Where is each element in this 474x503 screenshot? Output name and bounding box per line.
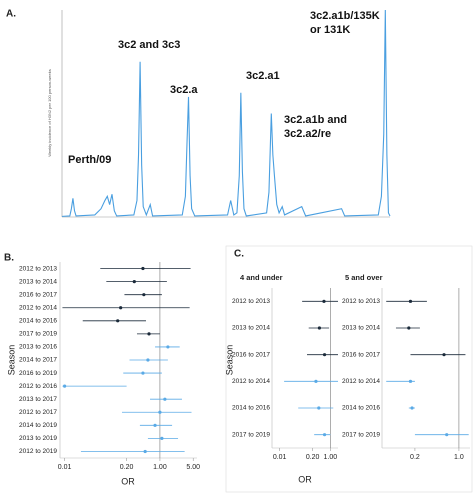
row-label: 2013 to 2014 <box>342 325 380 332</box>
series-line <box>61 9 391 217</box>
x-tick-label: 5.00 <box>186 464 200 471</box>
x-axis-label: OR <box>298 474 312 484</box>
odds-ratio-point <box>314 379 318 383</box>
panel-label: A. <box>6 9 16 20</box>
row-label: 2013 to 2016 <box>19 344 57 351</box>
row-label: 2012 to 2019 <box>19 448 57 455</box>
odds-ratio-point <box>146 358 150 362</box>
row-label: 2012 to 2014 <box>232 378 270 385</box>
row-label: 2012 to 2013 <box>342 298 380 305</box>
x-tick-label: 1.0 <box>454 454 464 461</box>
row-label: 2014 to 2019 <box>19 422 57 429</box>
odds-ratio-point <box>407 326 411 330</box>
y-axis-label: Weekly incidence of H3N2 per 100 person-… <box>47 69 52 157</box>
x-axis-label: OR <box>121 476 135 486</box>
row-label: 2017 to 2019 <box>342 431 380 438</box>
annotation: 3c2 and 3c3 <box>118 39 180 51</box>
panel-label: C. <box>234 249 244 260</box>
x-tick-label: 0.01 <box>58 464 72 471</box>
row-label: 2017 to 2019 <box>19 331 57 338</box>
annotation: 3c2.a1 <box>246 70 280 82</box>
row-label: 2013 to 2019 <box>19 435 57 442</box>
odds-ratio-point <box>147 332 151 336</box>
row-label: 2012 to 2014 <box>342 378 380 385</box>
annotation: 3c2.a <box>170 84 198 96</box>
odds-ratio-point <box>322 433 327 437</box>
row-label: 2012 to 2017 <box>19 409 57 416</box>
odds-ratio-point <box>445 433 449 437</box>
odds-ratio-point <box>160 436 164 440</box>
annotation: 3c2.a1b/135K <box>310 10 380 22</box>
row-label: 2014 to 2016 <box>19 318 57 325</box>
odds-ratio-point <box>142 293 146 297</box>
x-tick-label: 0.20 <box>306 454 320 461</box>
odds-ratio-point <box>153 423 157 427</box>
odds-ratio-point <box>322 299 326 303</box>
row-label: 2016 to 2019 <box>19 370 57 377</box>
odds-ratio-point <box>132 280 136 284</box>
odds-ratio-point <box>410 406 414 410</box>
annotation: 3c2.a1b and <box>284 114 347 126</box>
x-tick-label: 1.00 <box>324 454 338 461</box>
annotation: 3c2.a2/re <box>284 128 331 140</box>
annotation: or 131K <box>310 24 350 36</box>
odds-ratio-point <box>408 299 413 303</box>
x-tick-label: 0.20 <box>120 464 134 471</box>
x-tick-label: 1.00 <box>153 464 167 471</box>
panel-c-frame <box>225 245 473 493</box>
odds-ratio-point <box>442 353 446 357</box>
row-label: 2014 to 2016 <box>342 405 380 412</box>
odds-ratio-point <box>141 371 145 375</box>
row-label: 2013 to 2014 <box>19 278 57 285</box>
odds-ratio-point <box>317 326 322 330</box>
odds-ratio-point <box>163 397 167 401</box>
row-label: 2016 to 2017 <box>19 291 57 298</box>
subplot-title: 5 and over <box>345 273 383 282</box>
y-axis-label: Season <box>6 345 16 376</box>
odds-ratio-point <box>317 406 321 410</box>
row-label: 2012 to 2016 <box>19 383 57 390</box>
odds-ratio-point <box>322 353 327 357</box>
odds-ratio-point <box>119 306 123 310</box>
x-tick-label: 0.2 <box>410 454 420 461</box>
row-label: 2016 to 2017 <box>342 351 380 358</box>
row-label: 2016 to 2017 <box>232 351 270 358</box>
row-label: 2012 to 2014 <box>19 304 57 311</box>
row-label: 2012 to 2013 <box>19 265 57 272</box>
annotation: Perth/09 <box>68 154 111 166</box>
row-label: 2013 to 2017 <box>19 396 57 403</box>
row-label: 2017 to 2019 <box>232 431 270 438</box>
row-label: 2014 to 2016 <box>232 405 270 412</box>
subplot-title: 4 and under <box>240 273 283 282</box>
odds-ratio-point <box>143 449 147 454</box>
row-label: 2013 to 2014 <box>232 325 270 332</box>
odds-ratio-point <box>63 384 67 388</box>
odds-ratio-point <box>408 379 413 383</box>
panel-label: B. <box>4 253 14 264</box>
odds-ratio-point <box>166 345 170 349</box>
row-label: 2012 to 2013 <box>232 298 270 305</box>
row-label: 2014 to 2017 <box>19 357 57 364</box>
odds-ratio-point <box>116 319 120 323</box>
odds-ratio-point <box>158 410 162 414</box>
y-axis-label: Season <box>224 345 234 376</box>
odds-ratio-point <box>141 266 145 271</box>
x-tick-label: 0.01 <box>273 454 287 461</box>
